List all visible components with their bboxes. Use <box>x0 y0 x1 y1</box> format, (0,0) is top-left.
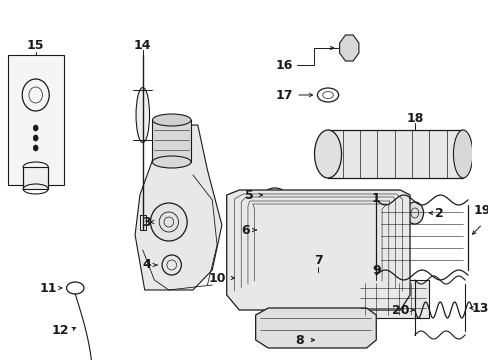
Text: 14: 14 <box>134 39 151 51</box>
Text: 9: 9 <box>371 264 380 276</box>
Text: 19: 19 <box>473 203 488 216</box>
Polygon shape <box>255 308 375 348</box>
Polygon shape <box>226 190 409 310</box>
Bar <box>23 167 48 189</box>
Ellipse shape <box>452 130 472 178</box>
Text: 5: 5 <box>244 189 253 202</box>
Text: 4: 4 <box>142 258 151 271</box>
Bar <box>327 130 462 178</box>
Ellipse shape <box>33 145 38 151</box>
Bar <box>8 55 63 185</box>
Text: 2: 2 <box>434 207 443 220</box>
Ellipse shape <box>152 114 191 126</box>
Bar <box>356 280 428 318</box>
Ellipse shape <box>150 203 187 241</box>
Text: 3: 3 <box>142 216 151 229</box>
Text: 6: 6 <box>241 224 250 237</box>
Text: 20: 20 <box>391 303 408 316</box>
Ellipse shape <box>33 125 38 131</box>
Text: 16: 16 <box>275 59 293 72</box>
Polygon shape <box>135 125 222 290</box>
Ellipse shape <box>152 156 191 168</box>
Ellipse shape <box>33 135 38 141</box>
Ellipse shape <box>314 130 341 178</box>
Bar <box>152 120 191 162</box>
Text: 7: 7 <box>313 253 322 266</box>
Ellipse shape <box>406 202 423 224</box>
Ellipse shape <box>355 191 396 239</box>
Text: 11: 11 <box>40 282 57 294</box>
Text: 13: 13 <box>471 302 488 315</box>
Ellipse shape <box>136 87 149 143</box>
Text: 18: 18 <box>406 112 423 125</box>
Text: 15: 15 <box>27 39 44 51</box>
Bar <box>239 268 403 290</box>
Polygon shape <box>339 35 358 61</box>
Text: 10: 10 <box>208 271 225 284</box>
Text: 8: 8 <box>294 333 303 346</box>
Text: 1: 1 <box>371 192 380 204</box>
Text: 17: 17 <box>275 89 293 102</box>
Text: 12: 12 <box>51 324 68 337</box>
